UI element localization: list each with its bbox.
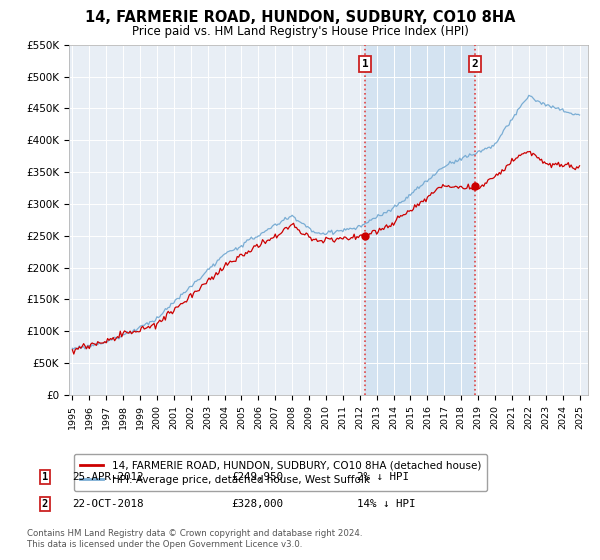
Text: 14% ↓ HPI: 14% ↓ HPI [357,499,415,509]
Text: 1: 1 [42,472,48,482]
Text: 2: 2 [42,499,48,509]
Text: Contains HM Land Registry data © Crown copyright and database right 2024.
This d: Contains HM Land Registry data © Crown c… [27,529,362,549]
Text: Price paid vs. HM Land Registry's House Price Index (HPI): Price paid vs. HM Land Registry's House … [131,25,469,38]
Text: £328,000: £328,000 [231,499,283,509]
Text: 1: 1 [362,59,368,69]
Text: 2% ↓ HPI: 2% ↓ HPI [357,472,409,482]
Text: £249,950: £249,950 [231,472,283,482]
Text: 2: 2 [472,59,478,69]
Text: 22-OCT-2018: 22-OCT-2018 [72,499,143,509]
Text: 25-APR-2012: 25-APR-2012 [72,472,143,482]
Text: 14, FARMERIE ROAD, HUNDON, SUDBURY, CO10 8HA: 14, FARMERIE ROAD, HUNDON, SUDBURY, CO10… [85,10,515,25]
Bar [365,45,475,395]
Legend: 14, FARMERIE ROAD, HUNDON, SUDBURY, CO10 8HA (detached house), HPI: Average pric: 14, FARMERIE ROAD, HUNDON, SUDBURY, CO10… [74,454,487,491]
